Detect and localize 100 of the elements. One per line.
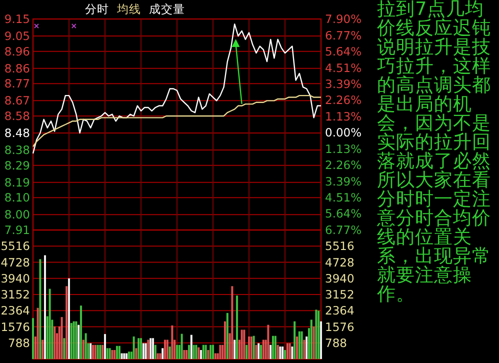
bar [168, 346, 171, 359]
bar [54, 326, 56, 359]
bar [224, 321, 226, 359]
bar [36, 308, 39, 359]
bar [104, 334, 106, 359]
y2-tick-label: 6.77% [325, 28, 362, 42]
text: 成交量 [149, 2, 185, 16]
bar [111, 350, 114, 359]
bar [156, 353, 159, 359]
bar [192, 344, 195, 359]
bar [84, 333, 87, 359]
bar [250, 336, 252, 359]
bar [70, 322, 72, 359]
bar [90, 343, 92, 359]
y2-tick-label: 4.51% [325, 190, 362, 204]
bar [176, 344, 178, 359]
y-tick-label: 8.96 [4, 44, 30, 58]
bar [298, 331, 300, 359]
y2-tick-label: 3.39% [325, 174, 362, 188]
bar [42, 340, 44, 359]
bar [48, 288, 51, 359]
y-tick-label: 7.91 [4, 223, 30, 237]
y2-tick-label: 3.39% [325, 76, 362, 91]
bar [200, 350, 202, 359]
y2-tick-label: 2.26% [325, 158, 362, 172]
bar [164, 340, 166, 359]
bar [128, 352, 130, 359]
y-tick-label: 2364 [0, 304, 30, 318]
bar [180, 334, 183, 359]
bar [94, 344, 96, 359]
bar [159, 353, 162, 359]
bar [96, 344, 99, 359]
bar [147, 340, 150, 359]
bar [255, 344, 258, 359]
text: 分时 [85, 2, 109, 16]
bar [212, 344, 214, 359]
bar [102, 344, 104, 359]
bar [291, 346, 294, 359]
y-tick-label: 8.86 [4, 61, 30, 76]
y-tick-label: 8.67 [4, 94, 30, 108]
y2-tick-label: 5.64% [325, 206, 362, 221]
line-series [32, 24, 322, 154]
bar [60, 317, 63, 359]
bar [166, 340, 168, 359]
y-tick-label: 8.29 [4, 158, 30, 172]
bar [82, 340, 84, 359]
bar [312, 326, 315, 359]
y2-tick-label: 2.26% [325, 93, 362, 108]
y-tick-label: 9.15 [4, 12, 30, 26]
bar [92, 344, 94, 359]
bar [219, 344, 222, 359]
bar [315, 310, 318, 359]
bar [320, 321, 322, 359]
bar [68, 278, 70, 359]
y-tick-label: 8.58 [4, 108, 30, 123]
bar [118, 346, 120, 359]
bar [80, 306, 82, 359]
bar [262, 340, 264, 359]
bar [252, 336, 255, 359]
bar [231, 286, 234, 359]
y-tick-label: 9.05 [4, 29, 30, 44]
bar [306, 336, 308, 359]
bar [140, 338, 142, 359]
bar [267, 324, 270, 359]
bar [171, 325, 174, 359]
bar [236, 296, 238, 359]
bar [296, 336, 298, 359]
text: 均线 [116, 2, 141, 16]
bar [144, 343, 147, 359]
bar [258, 343, 260, 359]
bar [246, 344, 248, 359]
bar [276, 344, 279, 359]
bar [99, 344, 102, 359]
bar [138, 338, 140, 359]
bar [126, 353, 128, 359]
y-tick-label: 8.10 [4, 190, 30, 205]
y2-tick-label: 3940 [325, 271, 354, 286]
y-tick-label: 8.38 [4, 143, 30, 158]
y2-tick-label: 5.64% [325, 44, 362, 59]
bar [44, 255, 46, 359]
bar [214, 353, 216, 359]
bar [78, 324, 80, 359]
bar [282, 346, 284, 359]
y2-tick-label: 6.77% [325, 223, 362, 237]
bar [32, 318, 34, 359]
bar [274, 336, 276, 359]
bar [198, 347, 200, 359]
bar [135, 348, 138, 359]
bar [123, 353, 126, 359]
bar [310, 320, 312, 359]
bar [63, 338, 66, 359]
bar [207, 350, 210, 359]
line-series [32, 94, 322, 148]
bar [72, 321, 75, 359]
y2-tick-label: 4728 [325, 255, 354, 270]
bar [204, 344, 207, 359]
y2-tick-label: 7.90% [325, 12, 362, 26]
bar [270, 344, 272, 359]
bar [188, 344, 190, 359]
y-tick-label: 4728 [0, 255, 30, 270]
